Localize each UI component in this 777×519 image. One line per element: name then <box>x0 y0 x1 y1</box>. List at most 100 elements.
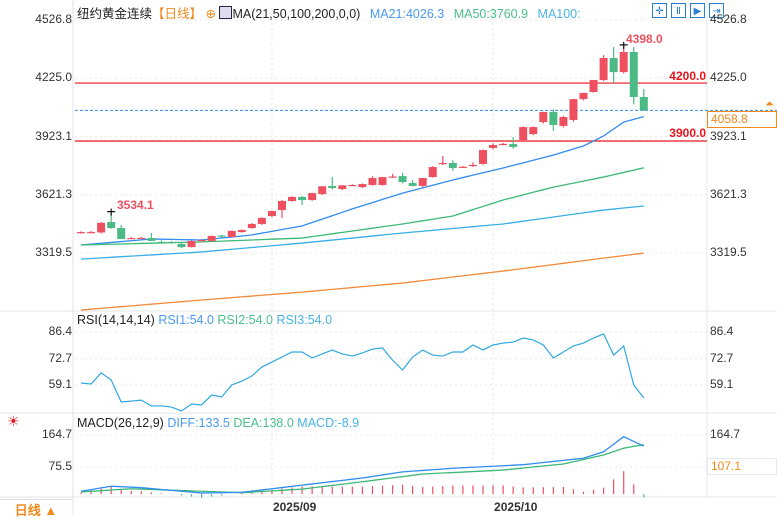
candle <box>298 195 307 206</box>
candle-body <box>97 222 106 233</box>
left-price-tick: 3319.5 <box>35 245 72 259</box>
candle-body <box>207 235 216 241</box>
candle-body <box>288 196 297 201</box>
candle-body <box>87 232 96 234</box>
left-rsi-tick: 59.1 <box>48 376 72 391</box>
time-axis-label: 2025/10 <box>494 500 538 514</box>
candle <box>207 235 216 242</box>
candle-body <box>418 178 427 186</box>
dea-value: DEA:138.0 <box>233 416 294 430</box>
candle <box>388 173 397 178</box>
candle <box>77 231 85 234</box>
candle-body <box>177 244 186 248</box>
candle <box>187 240 196 248</box>
play-step-icon[interactable]: ▶ <box>690 3 705 18</box>
candle <box>167 240 176 244</box>
candle <box>217 234 226 238</box>
left-price-tick: 4526.8 <box>35 12 72 26</box>
candle-body <box>308 193 317 201</box>
candle-body <box>388 176 397 178</box>
rsi2-value: RSI2:54.0 <box>217 313 273 327</box>
candle <box>448 160 457 171</box>
candle <box>87 230 96 234</box>
left-rsi-tick: 86.4 <box>48 324 72 338</box>
candle <box>609 46 618 84</box>
indicator-settings-icon[interactable]: ☀ <box>7 413 20 429</box>
candle-body <box>217 235 226 237</box>
candle-body <box>539 112 548 123</box>
period-label[interactable]: 【日线】 <box>152 7 203 21</box>
candle-body <box>247 223 256 229</box>
candle-body <box>237 229 246 233</box>
candle-body <box>127 238 136 240</box>
candle <box>599 55 608 82</box>
candle <box>509 136 518 149</box>
candle-body <box>167 241 176 244</box>
right-price-tick: 3319.5 <box>710 245 747 259</box>
candle <box>519 126 528 142</box>
candle-body <box>489 145 498 148</box>
bar-range-icon[interactable]: Ⅱ <box>671 3 686 18</box>
candle-body <box>639 96 648 111</box>
candle-body <box>328 185 337 189</box>
candle-body <box>458 166 467 169</box>
candle <box>559 115 568 128</box>
rsi-header: RSI(14,14,14) RSI1:54.0 RSI2:54.0 RSI3:5… <box>77 313 332 327</box>
candle-body <box>599 57 608 80</box>
candle <box>619 44 628 74</box>
candle-body <box>468 164 477 167</box>
diff-line <box>80 435 645 494</box>
right-rsi-tick: 86.4 <box>710 324 734 338</box>
candle-body <box>107 222 116 229</box>
rsi1-value: RSI1:54.0 <box>158 313 214 327</box>
right-rsi-tick: 59.1 <box>710 376 734 391</box>
crosshair-icon[interactable]: ✛ <box>652 3 667 18</box>
exit-icon[interactable]: ⇥ <box>709 3 724 18</box>
candle <box>348 184 357 187</box>
instrument-title: 纽约黄金连续 <box>77 7 153 21</box>
candle <box>499 142 508 146</box>
left-price-tick: 3621.3 <box>35 186 72 201</box>
rsi-line <box>80 333 645 412</box>
candle <box>358 183 367 189</box>
candle <box>197 239 206 242</box>
period-button[interactable]: 日线 ▲ <box>0 499 72 518</box>
candle <box>408 179 417 187</box>
candle <box>549 109 558 131</box>
candle-body <box>318 186 327 195</box>
candle-body <box>368 178 377 185</box>
candle-body <box>499 143 508 146</box>
candle-body <box>187 240 196 248</box>
scroll-to-latest-icon[interactable]: ⏶ <box>765 98 774 110</box>
candle-body <box>509 144 518 147</box>
extreme-marker-cross <box>107 208 116 216</box>
candle-body <box>579 92 588 100</box>
ma-label: MA(21,50,100,200,0,0) <box>232 7 361 21</box>
ma21-value: MA21:4026.3 <box>369 7 445 21</box>
right-price-tick: 3923.1 <box>710 128 747 143</box>
candle <box>639 89 648 112</box>
macd-header: MACD(26,12,9) DIFF:133.5 DEA:138.0 MACD:… <box>77 416 359 430</box>
candle-body <box>378 177 387 185</box>
candle-body <box>77 232 85 234</box>
candle-body <box>589 79 598 92</box>
macd-label: MACD(26,12,9) <box>77 416 164 430</box>
candle <box>328 177 337 190</box>
candle-body <box>267 211 276 217</box>
candle <box>589 79 598 93</box>
add-indicator-icon[interactable]: ⊕ <box>205 7 216 21</box>
left-price-tick: 4225.0 <box>35 70 72 85</box>
candle <box>257 217 266 225</box>
candle <box>539 111 548 124</box>
candle-body <box>298 196 307 201</box>
low-marker-label: 3534.1 <box>117 198 154 212</box>
right-macd-tick: 164.7 <box>710 427 741 441</box>
candle <box>97 222 106 234</box>
ma100-value: MA100: <box>537 7 581 21</box>
extreme-marker-cross <box>619 41 628 49</box>
ma-indicator-icon[interactable] <box>219 6 233 19</box>
left-rsi-tick: 72.7 <box>48 350 72 365</box>
candle <box>629 46 638 105</box>
rsi-label: RSI(14,14,14) <box>77 313 155 327</box>
